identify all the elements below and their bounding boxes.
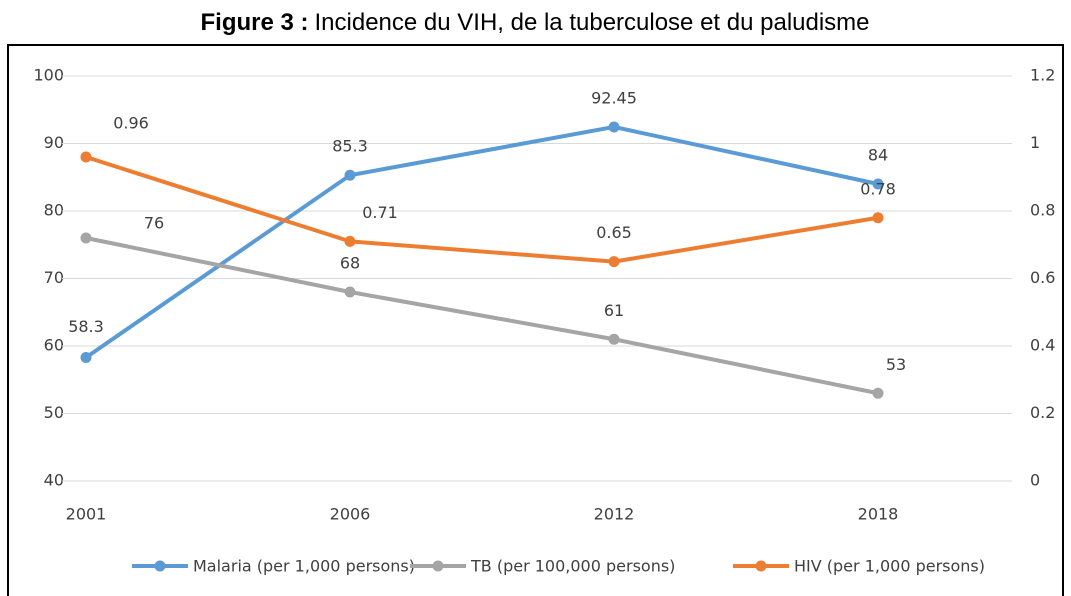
x-tick-label: 2006: [330, 505, 371, 524]
data-point: [80, 151, 92, 163]
data-label: 84: [868, 146, 888, 165]
x-tick-label: 2012: [594, 505, 635, 524]
data-point: [344, 169, 356, 181]
y-tick-label: 60: [44, 336, 64, 355]
data-label: 0.96: [113, 114, 149, 133]
data-label: 76: [144, 214, 164, 233]
data-point: [872, 387, 884, 399]
y-tick-label: 40: [44, 471, 64, 490]
data-point: [80, 351, 92, 363]
chart-title-label: Figure 3 :: [200, 9, 308, 36]
y2-tick-label: 1.2: [1030, 66, 1055, 85]
y2-tick-label: 1: [1030, 133, 1040, 152]
legend-marker: [154, 560, 166, 572]
y2-tick-label: 0.8: [1030, 201, 1055, 220]
y2-tick-label: 0.4: [1030, 336, 1055, 355]
legend-label: HIV (per 1,000 persons): [794, 557, 985, 576]
chart-frame: [7, 44, 1064, 596]
legend-marker: [432, 560, 444, 572]
series-line: [85, 155, 879, 264]
data-point: [872, 178, 884, 190]
data-label: 0.71: [362, 203, 398, 222]
x-tick-label: 2018: [858, 505, 899, 524]
data-point: [608, 121, 620, 133]
data-point: [872, 212, 884, 224]
data-label: 0.65: [596, 223, 632, 242]
y-tick-label: 50: [44, 403, 64, 422]
data-label: 85.3: [332, 137, 368, 156]
data-label: 68: [340, 254, 360, 273]
data-label: 61: [604, 301, 624, 320]
x-tick-label: 2001: [66, 505, 107, 524]
chart-title: Incidence du VIH, de la tuberculose et d…: [315, 9, 870, 36]
data-label: 0.78: [860, 179, 896, 198]
y-tick-label: 100: [33, 66, 64, 85]
data-point: [608, 333, 620, 345]
legend-label: Malaria (per 1,000 persons): [193, 557, 415, 576]
data-point: [344, 286, 356, 298]
data-label: 53: [886, 355, 906, 374]
y2-tick-label: 0: [1030, 471, 1040, 490]
data-point: [344, 235, 356, 247]
y2-tick-label: 0.6: [1030, 268, 1055, 287]
chart-title-group: Figure 3 : Incidence du VIH, de la tuberc…: [200, 9, 869, 36]
series-line: [85, 236, 879, 396]
y2-tick-label: 0.2: [1030, 403, 1055, 422]
data-point: [80, 232, 92, 244]
data-point: [608, 256, 620, 268]
y-tick-label: 80: [44, 201, 64, 220]
legend-marker: [755, 560, 767, 572]
y-tick-label: 90: [44, 133, 64, 152]
legend-label: TB (per 100,000 persons): [470, 557, 675, 576]
data-label: 58.3: [68, 317, 104, 336]
data-label: 92.45: [591, 88, 637, 107]
y-tick-label: 70: [44, 268, 64, 287]
